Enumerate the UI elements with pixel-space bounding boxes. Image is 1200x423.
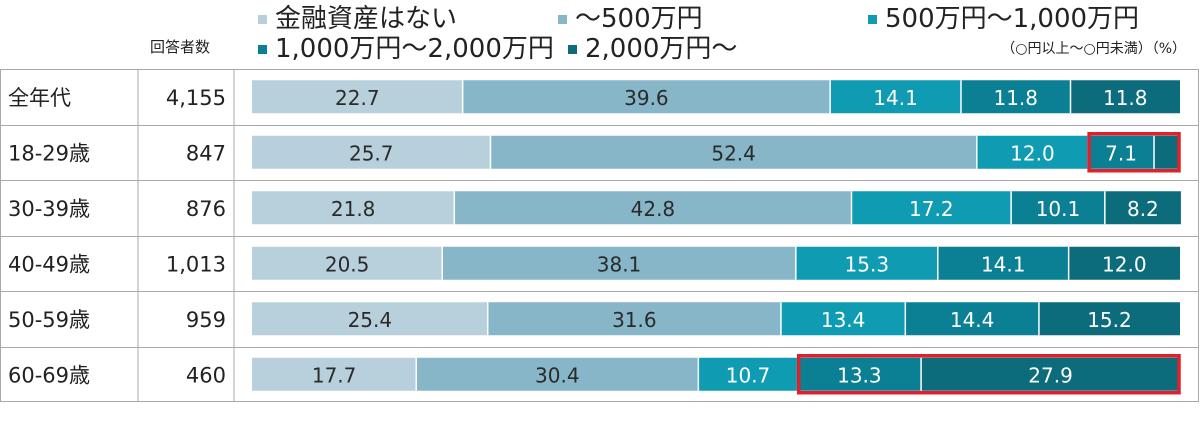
bar-segment: [252, 357, 417, 391]
bar-data-label: 11.8: [993, 86, 1038, 110]
bar-segment: [830, 80, 961, 114]
respondents-header: 回答者数: [150, 38, 211, 56]
bar-data-label: 25.4: [348, 308, 393, 332]
bar-segment: [1154, 135, 1180, 169]
legend-swatch: [868, 14, 877, 24]
legend-item: 500万円～1,000万円: [868, 4, 1139, 34]
bar-data-label: 30.4: [535, 363, 580, 387]
highlight-box: [796, 354, 1181, 395]
legend-item: 1,000万円～2,000万円: [258, 34, 554, 64]
bar-data-label: 31.6: [612, 308, 657, 332]
row-respondent-count: 959: [186, 308, 226, 332]
bar-segment: [960, 80, 1071, 114]
row-respondent-count: 847: [186, 141, 226, 165]
bar-data-label: 11.8: [1103, 86, 1148, 110]
legend-swatch: [258, 44, 267, 54]
legend-item: 金融資産はない: [258, 4, 457, 34]
bar-segment: [795, 246, 938, 280]
table-border: [0, 69, 1199, 402]
bar-segment: [490, 135, 977, 169]
row-category-label: 40-49歳: [8, 252, 90, 276]
bar-segment: [252, 302, 488, 336]
bar-segment: [487, 302, 781, 336]
bar-segment: [1088, 135, 1155, 169]
bar-data-label: 21.8: [331, 197, 376, 221]
legend-label: 2,000万円～: [585, 34, 738, 64]
row-category-label: 18-29歳: [8, 141, 90, 165]
row-category-label: 50-59歳: [8, 308, 90, 332]
bar-data-label: 15.2: [1087, 308, 1132, 332]
bar-data-label: 12.0: [1010, 141, 1055, 165]
bar-data-label: 10.1: [1036, 197, 1081, 221]
bar-data-label: 10.7: [726, 363, 771, 387]
legend-label: ～500万円: [575, 4, 703, 34]
legend-item: ～500万円: [558, 4, 703, 34]
bar-segment: [442, 246, 796, 280]
row-respondent-count: 876: [186, 197, 226, 221]
bar-data-label: 7.1: [1105, 141, 1137, 165]
bar-data-label: 25.7: [349, 141, 394, 165]
bar-segment: [851, 191, 1012, 225]
bar-data-label: 14.4: [950, 308, 995, 332]
bar-data-label: 8.2: [1127, 197, 1159, 221]
bar-data-label: 39.6: [624, 86, 669, 110]
bar-segment: [976, 135, 1089, 169]
bar-segment: [1070, 80, 1180, 114]
bar-data-label: 13.4: [821, 308, 866, 332]
bar-data-label: 15.3: [845, 252, 890, 276]
bar-data-label: 38.1: [597, 252, 642, 276]
highlight-box: [1087, 132, 1181, 173]
unit-note: （○円以上～○円未満）（%）: [1001, 41, 1186, 57]
row-respondent-count: 460: [186, 363, 226, 387]
bar-segment: [1104, 191, 1181, 225]
row-respondent-count: 4,155: [166, 86, 226, 110]
legend-label: 1,000万円～2,000万円: [275, 34, 554, 64]
bar-segment: [462, 80, 831, 114]
bar-segment: [1038, 302, 1180, 336]
bar-data-label: 42.8: [631, 197, 676, 221]
legend-swatch: [258, 14, 267, 24]
bar-segment: [797, 357, 922, 391]
bar-data-label: 14.1: [981, 252, 1026, 276]
legend-label: 金融資産はない: [275, 4, 458, 34]
bar-segment: [1011, 191, 1105, 225]
row-respondent-count: 1,013: [166, 252, 226, 276]
bar-data-label: 14.1: [873, 86, 918, 110]
legend-swatch: [558, 14, 567, 24]
row-category-label: 全年代: [8, 86, 71, 110]
bar-data-label: 13.3: [837, 363, 882, 387]
legend-label: 500万円～1,000万円: [885, 4, 1140, 34]
bar-segment: [454, 191, 852, 225]
bar-segment: [905, 302, 1039, 336]
stacked-bar-table: 全年代 4,155 22.7 39.6 14.1 11.8 11.8 18-29歳 847 25.…: [0, 69, 1199, 402]
bar-data-label: 12.0: [1102, 252, 1147, 276]
bar-data-label: 22.7: [335, 86, 380, 110]
bar-segment: [921, 357, 1180, 391]
row-category-label: 30-39歳: [8, 197, 90, 221]
bar-segment: [780, 302, 906, 336]
bar-segment: [937, 246, 1069, 280]
bar-segment: [252, 135, 491, 169]
bar-segment: [252, 246, 443, 280]
bar-segment: [252, 80, 463, 114]
bar-data-label: 52.4: [711, 141, 756, 165]
bar-segment: [416, 357, 699, 391]
bar-data-label: 20.5: [325, 252, 370, 276]
legend-swatch: [568, 44, 577, 54]
bar-segment: [1068, 246, 1180, 280]
row-category-label: 60-69歳: [8, 363, 90, 387]
legend-item: 2,000万円～: [568, 34, 737, 64]
bar-data-label: 17.2: [909, 197, 954, 221]
chart-legend: 金融資産はない ～500万円 500万円～1,000万円 1,000万円～2,000万…: [258, 0, 1198, 64]
bar-segment: [698, 357, 798, 391]
bar-segment: [252, 191, 455, 225]
bar-data-label: 17.7: [312, 363, 357, 387]
bar-data-label: 27.9: [1028, 363, 1073, 387]
